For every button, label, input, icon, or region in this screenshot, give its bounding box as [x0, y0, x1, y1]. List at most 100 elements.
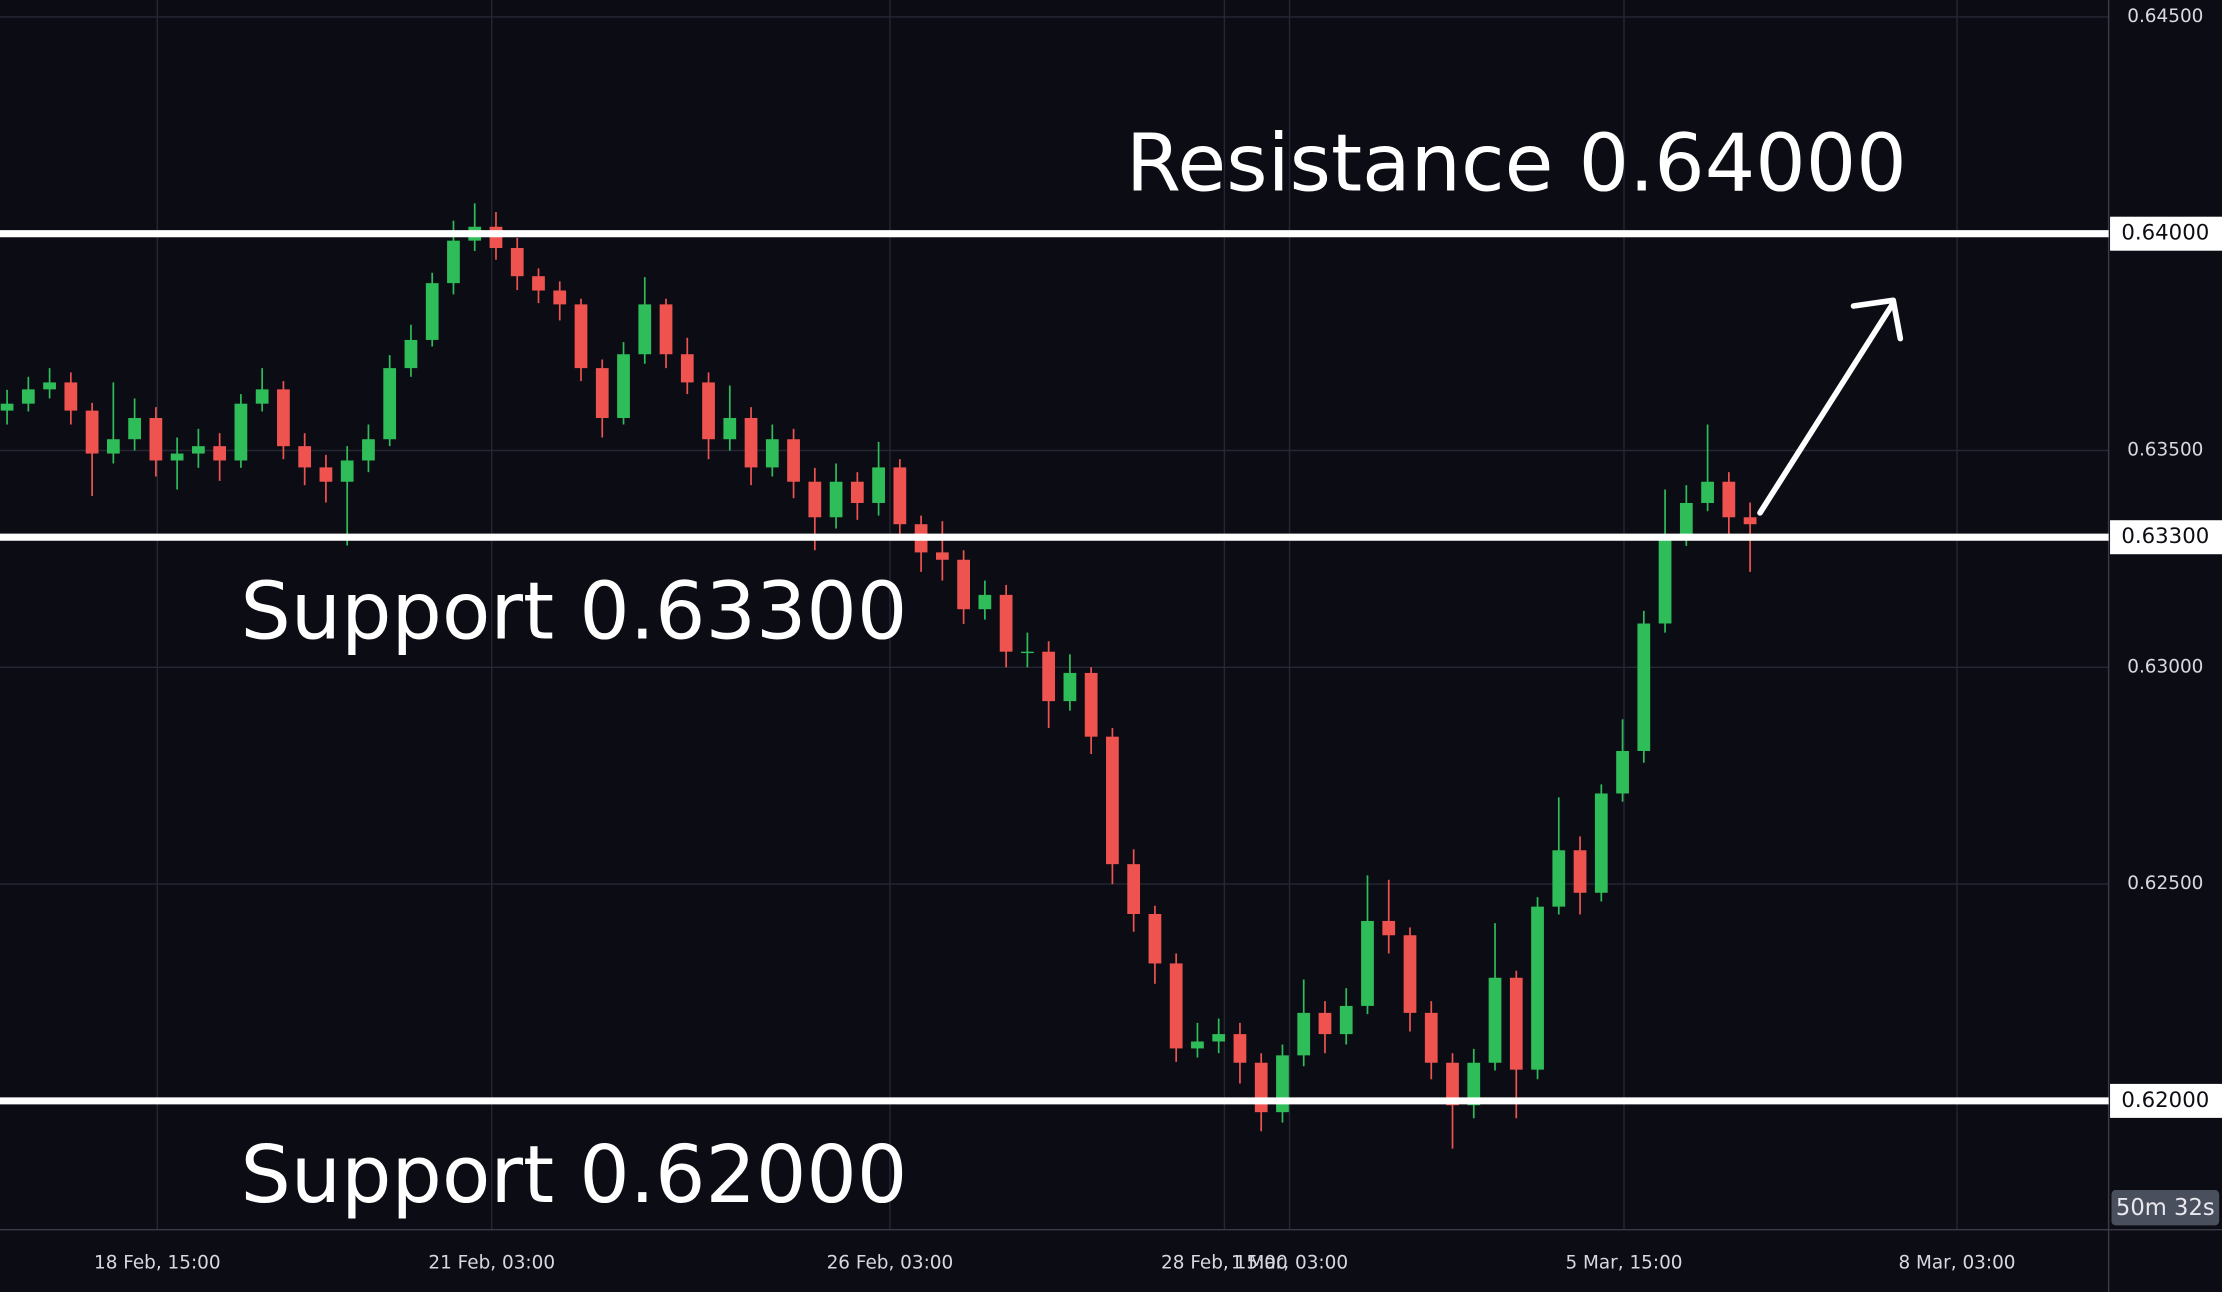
candle-body — [1573, 850, 1587, 893]
candle-body — [893, 467, 907, 525]
candle-body — [489, 226, 503, 249]
candle-body — [872, 467, 885, 503]
candle-body — [1084, 672, 1098, 737]
y-tick-label: 0.63000 — [2127, 656, 2203, 677]
arrow-head — [1850, 297, 1904, 342]
candle-body — [64, 382, 78, 411]
candle-body — [1382, 920, 1396, 936]
candle-body — [447, 240, 460, 284]
candle-body — [765, 439, 779, 468]
level-axis-box — [2110, 520, 2222, 555]
candle-body — [234, 403, 248, 461]
level-annotation: Resistance 0.64000 — [1126, 117, 1907, 210]
candle-body — [128, 417, 141, 440]
candle-body — [1318, 1012, 1332, 1035]
candle-body — [0, 403, 14, 411]
x-tick-label: 21 Feb, 03:00 — [428, 1253, 555, 1274]
candle-body — [1594, 793, 1608, 893]
candle-body — [1531, 906, 1544, 1070]
candle-body — [1679, 502, 1693, 539]
candle-body — [1361, 920, 1374, 1006]
y-tick-label: 0.62500 — [2127, 873, 2203, 894]
candle-body — [532, 276, 545, 291]
candle-body — [1106, 736, 1119, 865]
candle-body — [404, 339, 418, 369]
candle-body — [1424, 1012, 1438, 1063]
candle-body — [1339, 1005, 1353, 1035]
candle-body — [149, 417, 163, 461]
candle-body — [1446, 1062, 1459, 1106]
candle-body — [255, 389, 269, 404]
candle-body — [510, 248, 524, 277]
x-tick-label: 28 Feb, 15:00 — [1161, 1253, 1288, 1274]
candle-body — [1021, 651, 1034, 654]
candle-body — [43, 382, 56, 390]
level-axis-label: 0.63300 — [2121, 524, 2209, 549]
candle-body — [1743, 517, 1757, 525]
level-axis-label: 0.64000 — [2121, 221, 2209, 246]
candle-body — [170, 453, 184, 461]
candle-body — [1637, 623, 1651, 751]
candle-body — [213, 446, 227, 461]
candle-body — [362, 439, 375, 461]
candle-body — [1233, 1034, 1247, 1063]
candle-body — [680, 354, 694, 383]
candle-body — [744, 417, 758, 468]
level-annotation: Support 0.62000 — [240, 1128, 907, 1221]
level-axis-box — [2110, 216, 2222, 251]
levels: Resistance 0.64000 Support 0.63300 Support… — [0, 117, 2109, 1221]
candle-body — [808, 481, 822, 518]
candle-body — [574, 304, 588, 369]
y-tick-label: 0.64500 — [2127, 6, 2203, 27]
x-tick-label: 1 Mar, 03:00 — [1231, 1253, 1348, 1274]
candle-body — [723, 417, 737, 440]
candle-body — [1191, 1041, 1204, 1049]
candle-body — [595, 368, 609, 418]
candle-body — [1254, 1062, 1268, 1113]
y-tick-label: 0.63500 — [2127, 440, 2203, 461]
candle-body — [702, 382, 715, 440]
candle-body — [1403, 935, 1417, 1013]
candle-body — [192, 446, 205, 454]
candle-body — [1467, 1062, 1481, 1106]
candle-body — [1488, 977, 1502, 1063]
candle-body — [1616, 750, 1629, 794]
candles — [0, 203, 1757, 1149]
x-tick-label: 5 Mar, 15:00 — [1565, 1253, 1682, 1274]
candle-body — [935, 552, 949, 560]
x-tick-label: 8 Mar, 03:00 — [1898, 1253, 2015, 1274]
countdown: 50m 32s — [2116, 1195, 2215, 1221]
candle-body — [829, 481, 843, 518]
level-axis-label: 0.62000 — [2121, 1088, 2209, 1113]
candle-body — [787, 439, 800, 482]
candle-body — [21, 389, 35, 404]
candle-body — [1169, 963, 1183, 1049]
candle-body — [617, 354, 630, 418]
candle-body — [1701, 481, 1714, 503]
candle-body — [957, 559, 970, 610]
level-annotation: Support 0.63300 — [240, 565, 907, 658]
candle-body — [277, 389, 290, 447]
candle-body — [1552, 850, 1566, 907]
candle-body — [298, 446, 312, 468]
candle-body — [659, 304, 673, 355]
candle-body — [638, 304, 652, 355]
countdown-box — [2111, 1190, 2220, 1226]
x-tick-label: 26 Feb, 03:00 — [827, 1253, 954, 1274]
candle-body — [1509, 977, 1523, 1070]
candle-body — [425, 283, 439, 340]
candle-body — [1063, 672, 1077, 702]
candle-body — [978, 594, 992, 610]
x-tick-label: 18 Feb, 15:00 — [94, 1253, 221, 1274]
candle-body — [1658, 538, 1672, 624]
candle-body — [383, 368, 397, 440]
candle-body — [1722, 481, 1736, 518]
candle-body — [553, 290, 567, 305]
candle-body — [340, 460, 354, 482]
level-axis-box — [2110, 1083, 2222, 1118]
arrow-shaft — [1757, 300, 1897, 516]
candle-body — [85, 410, 99, 454]
